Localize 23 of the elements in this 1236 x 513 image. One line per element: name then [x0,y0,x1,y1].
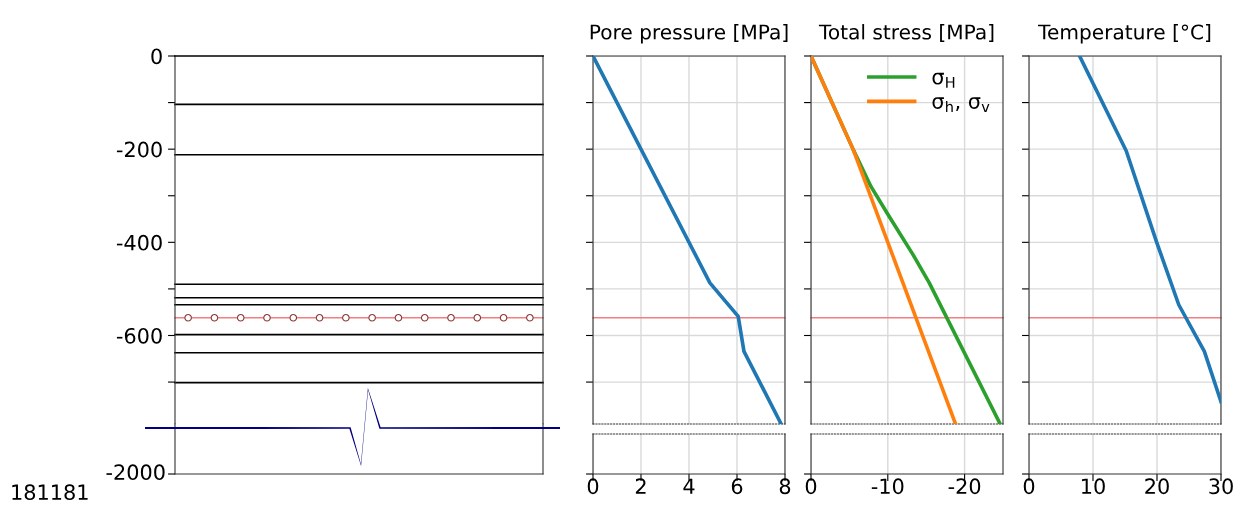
x-tick-label: 2 [635,478,646,494]
x-tick-label: 30 [1209,478,1233,495]
chart-title: Pore pressure [MPa] [590,24,788,44]
x-tick-label: 6 [731,478,743,495]
y-tick-label: -200 [116,141,162,158]
text: 181181 [12,484,88,501]
x-tick-label: 4 [683,478,695,494]
text: -2000 [106,464,165,481]
y-tick-label: 0 [151,48,162,65]
x-tick-label: 0 [1023,478,1035,495]
chart-title: Total stress [MPa] [818,24,994,42]
y-tick-label: -600 [116,327,162,344]
x-tick-label: 8 [779,478,791,495]
x-tick-label: 20 [1145,478,1169,495]
legend-label: σ$_{H}$ [932,72,955,88]
y-tick-label: -400 [116,234,162,251]
chart-title: Temperature [°C] [1038,24,1211,44]
legend-label: σ$_{h}$, σ$_{v}$ [932,97,990,113]
x-tick-label: 10 [1082,478,1105,495]
x-tick-label: -20 [948,478,981,495]
x-tick-label: -10 [871,478,904,495]
x-tick-label: 0 [587,478,599,495]
x-tick-label: 0 [805,478,817,495]
